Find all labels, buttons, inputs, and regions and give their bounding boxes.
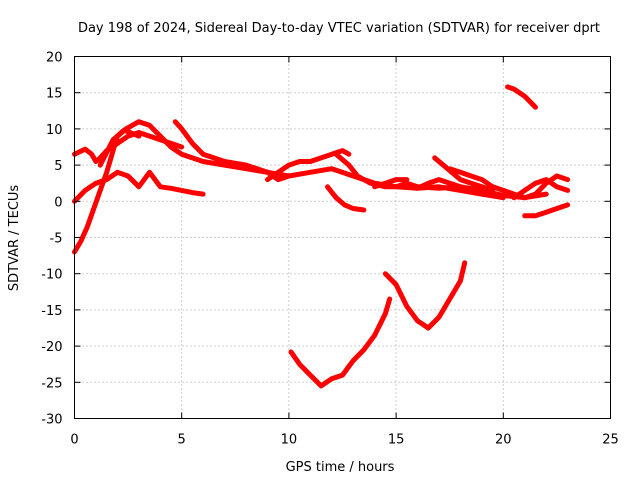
x-tick-label: 0 [70, 433, 78, 448]
x-tick-label: 20 [495, 433, 512, 448]
chart-title: Day 198 of 2024, Sidereal Day-to-day VTE… [78, 21, 600, 36]
x-tick-label: 10 [281, 433, 298, 448]
series-arc-11 [432, 155, 496, 193]
series-arc-15 [505, 84, 538, 110]
y-tick-label: -20 [41, 340, 62, 355]
series-arc-16 [288, 296, 393, 389]
series-arc-17 [382, 260, 468, 331]
grid-lines [74, 56, 611, 419]
axis-ticks [74, 56, 611, 419]
series-arc-10 [415, 177, 506, 198]
y-tick-label: -30 [41, 413, 62, 428]
series-arc-3 [72, 169, 206, 204]
x-tick-label: 25 [602, 433, 619, 448]
series-arc-14 [511, 177, 571, 201]
tick-labels: 0 5 10 15 20 25 -30 -25 -20 -15 -10 -5 0 5 10 15 20 [41, 51, 619, 448]
y-tick-label: 5 [54, 159, 62, 174]
series-arc-1 [72, 130, 185, 164]
series-layer [72, 84, 571, 389]
y-tick-label: 0 [54, 195, 62, 210]
series-arc-9 [372, 177, 410, 190]
y-tick-label: 20 [46, 51, 63, 66]
x-tick-label: 5 [178, 433, 186, 448]
series-arc-6 [265, 148, 352, 183]
y-tick-label: -15 [41, 304, 62, 319]
y-tick-label: 15 [46, 87, 63, 102]
series-arc-8 [325, 184, 367, 213]
y-tick-label: -10 [41, 268, 62, 283]
x-tick-label: 15 [388, 433, 405, 448]
y-tick-label: 10 [46, 123, 63, 138]
y-tick-label: -5 [50, 232, 63, 247]
x-axis-label: GPS time / hours [286, 460, 395, 475]
y-tick-label: -25 [41, 376, 62, 391]
y-axis-label: SDTVAR / TECUs [7, 185, 22, 292]
series-arc-13 [522, 202, 571, 219]
